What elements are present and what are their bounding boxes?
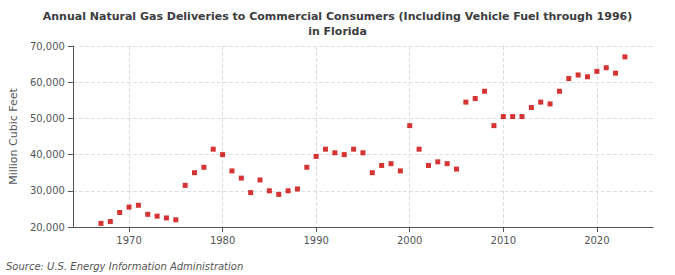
- svg-text:1970: 1970: [116, 235, 141, 246]
- svg-text:20,000: 20,000: [30, 222, 65, 233]
- svg-text:70,000: 70,000: [30, 41, 65, 52]
- svg-text:2000: 2000: [397, 235, 422, 246]
- svg-text:50,000: 50,000: [30, 113, 65, 124]
- svg-text:30,000: 30,000: [30, 185, 65, 196]
- svg-text:60,000: 60,000: [30, 77, 65, 88]
- svg-text:1980: 1980: [210, 235, 235, 246]
- svg-text:40,000: 40,000: [30, 149, 65, 160]
- svg-text:2020: 2020: [584, 235, 609, 246]
- svg-text:Annual Natural Gas Deliveries: Annual Natural Gas Deliveries to Commerc…: [43, 10, 633, 23]
- svg-text:Source: U.S. Energy Informatio: Source: U.S. Energy Information Administ…: [6, 261, 243, 272]
- svg-text:1990: 1990: [303, 235, 328, 246]
- svg-text:2010: 2010: [491, 235, 516, 246]
- svg-text:Million Cubic Feet: Million Cubic Feet: [7, 87, 20, 184]
- svg-text:in Florida: in Florida: [308, 25, 367, 38]
